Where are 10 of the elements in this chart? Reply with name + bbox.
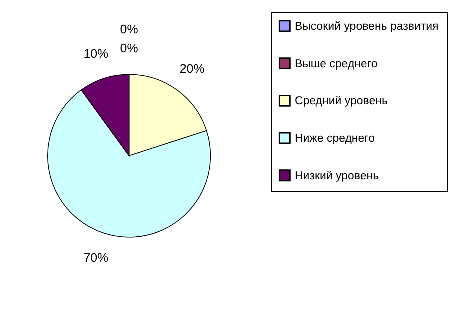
data-label: 70% (84, 250, 109, 265)
legend-label: Высокий уровень развития (294, 21, 439, 34)
data-label: 10% (84, 46, 109, 61)
legend-label: Низкий уровень (294, 170, 380, 182)
legend-label: Средний уровень (294, 96, 388, 108)
text: 0% (120, 22, 138, 36)
text: 0% (120, 42, 138, 56)
data-label: 20% (180, 62, 205, 76)
legend-label: Выше среднего (294, 58, 378, 70)
legend-label: Ниже среднего (294, 133, 375, 146)
